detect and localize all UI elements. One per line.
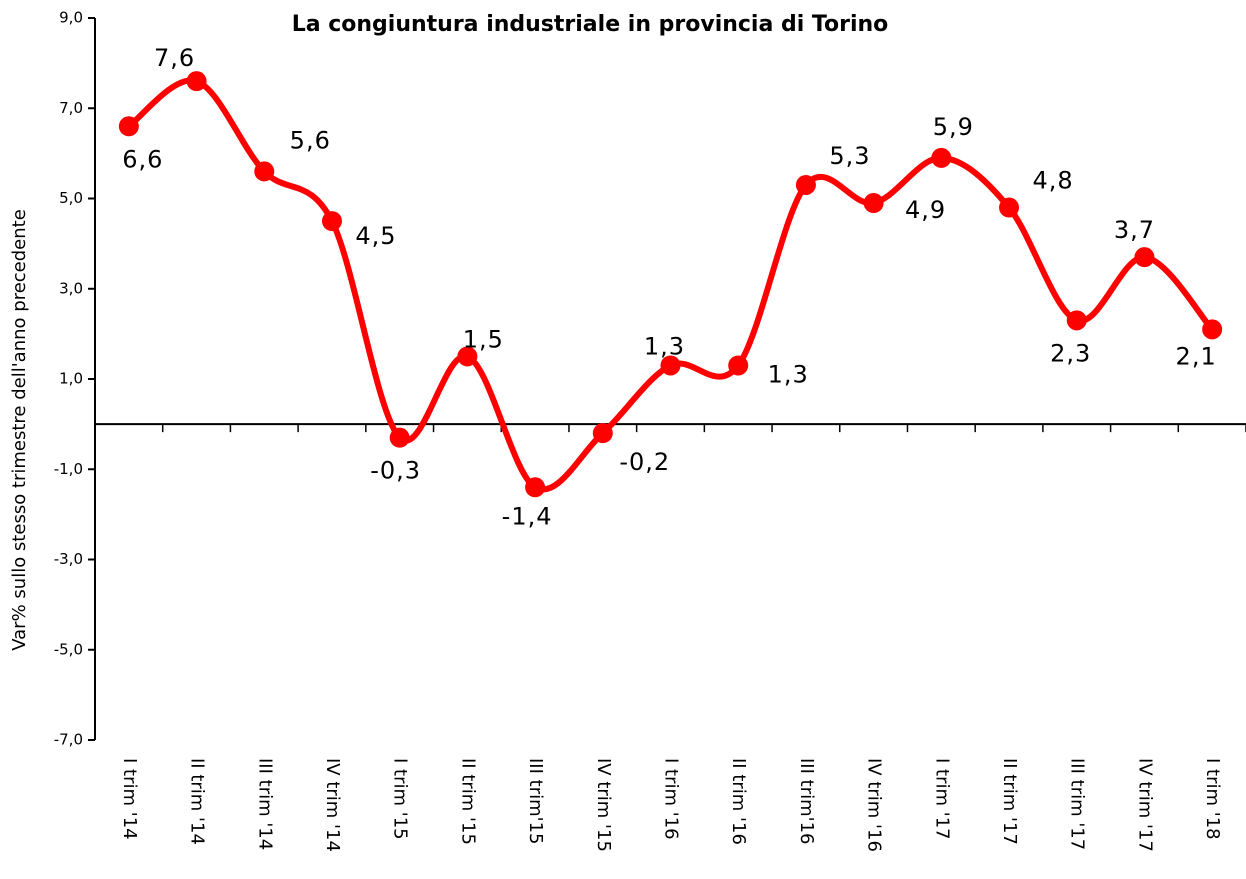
marker: [389, 427, 410, 448]
marker: [728, 355, 749, 376]
x-tick-label: IV trim '14: [322, 758, 343, 852]
y-axis-title: Var% sullo stesso trimestre dell'anno pr…: [9, 209, 30, 651]
x-tick-label: I trim '15: [390, 758, 411, 840]
value-label: 5,3: [829, 142, 870, 170]
y-tick-label: 5,0: [59, 189, 83, 207]
marker: [592, 423, 613, 444]
value-label: 2,1: [1176, 342, 1217, 370]
marker: [254, 161, 275, 182]
x-tick-label: II trim '15: [457, 758, 478, 845]
value-label: -0,3: [370, 457, 421, 485]
value-label: 6,6: [122, 145, 163, 173]
value-label: 4,8: [1032, 167, 1073, 195]
value-label: 4,9: [905, 196, 946, 224]
x-tick-label: I trim '17: [931, 758, 952, 840]
value-label: 4,5: [355, 222, 396, 250]
value-label: -1,4: [502, 502, 553, 530]
x-tick-label: I trim '18: [1202, 758, 1223, 840]
marker: [931, 147, 952, 168]
x-tick-label: II trim '17: [999, 758, 1020, 845]
x-tick-label: IV trim '15: [593, 758, 614, 852]
marker: [795, 174, 816, 195]
x-tick-label: II trim '14: [187, 758, 208, 845]
marker: [660, 355, 681, 376]
x-tick-label: I trim '16: [661, 758, 682, 840]
value-label: 1,3: [644, 332, 685, 360]
value-label: 7,6: [154, 44, 195, 72]
y-tick-label: 1,0: [59, 370, 83, 388]
value-label: 2,3: [1050, 339, 1091, 367]
y-tick-label: 9,0: [59, 9, 83, 27]
y-tick-label: -7,0: [54, 731, 83, 749]
value-label: 5,9: [933, 113, 974, 141]
y-tick-label: -3,0: [54, 550, 83, 568]
marker: [186, 71, 207, 92]
y-tick-label: -1,0: [54, 460, 83, 478]
marker: [999, 197, 1020, 218]
x-tick-label: III trim'15: [525, 758, 546, 845]
x-tick-label: IV trim '17: [1134, 758, 1155, 852]
value-label: 1,5: [463, 325, 504, 353]
marker: [1134, 247, 1155, 268]
marker: [863, 193, 884, 214]
x-tick-label: III trim '14: [254, 758, 275, 850]
x-tick-label: III trim '17: [1067, 758, 1088, 850]
marker: [321, 211, 342, 232]
value-label: -0,2: [619, 448, 670, 476]
x-tick-label: II trim '16: [728, 758, 749, 845]
chart-title: La congiuntura industriale in provincia …: [292, 12, 889, 37]
marker: [1202, 319, 1223, 340]
value-label: 3,7: [1114, 216, 1155, 244]
x-tick-label: III trim'16: [796, 758, 817, 845]
value-label: 1,3: [768, 360, 809, 388]
y-tick-label: 3,0: [59, 279, 83, 297]
marker: [457, 346, 478, 367]
marker: [1066, 310, 1087, 331]
marker: [118, 116, 139, 137]
y-tick-label: -5,0: [54, 640, 83, 658]
x-tick-label: IV trim '16: [864, 758, 885, 852]
x-tick-label: I trim '14: [119, 758, 140, 840]
value-label: 5,6: [290, 126, 331, 154]
marker: [525, 477, 546, 498]
y-tick-label: 7,0: [59, 99, 83, 117]
